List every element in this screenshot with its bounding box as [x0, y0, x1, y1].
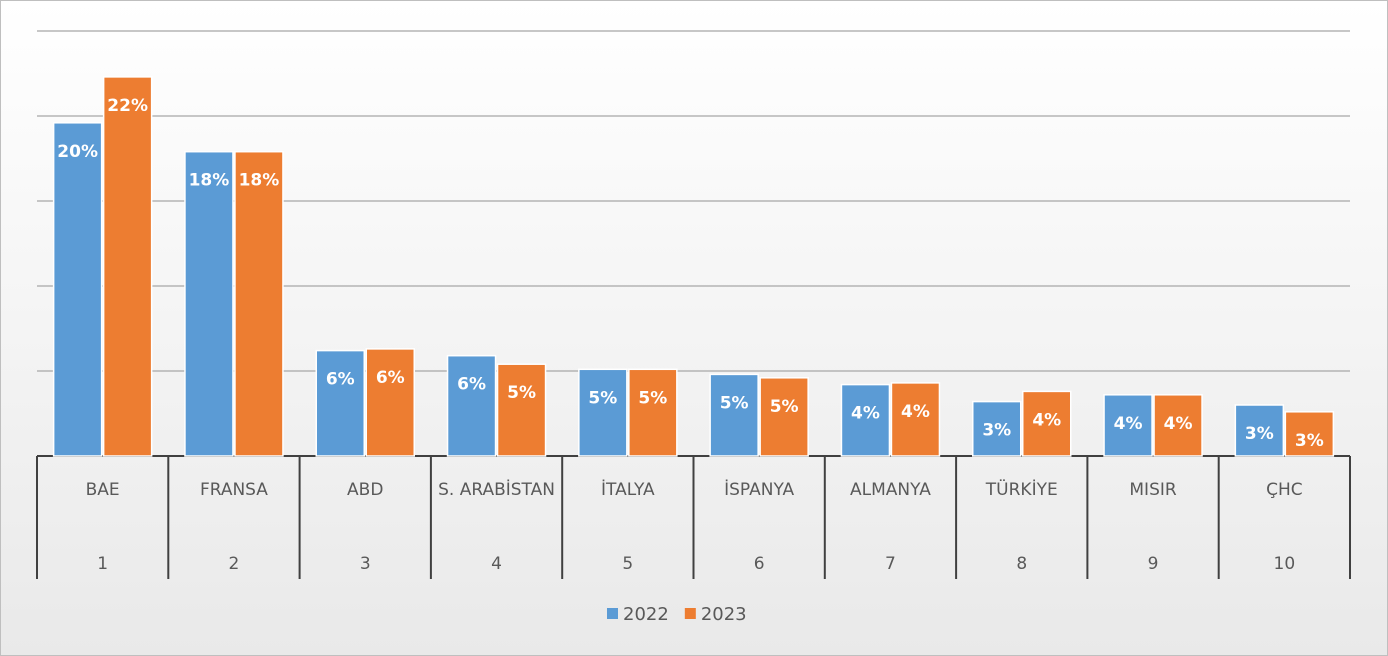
legend-swatch — [607, 608, 618, 619]
rank-label: 5 — [622, 554, 634, 574]
value-label: 4% — [901, 402, 930, 422]
legend-label: 2022 — [623, 604, 669, 625]
value-label: 5% — [720, 393, 749, 413]
value-label: 6% — [457, 375, 486, 395]
value-label: 5% — [638, 388, 667, 408]
value-label: 5% — [507, 383, 536, 403]
rank-label: 8 — [1016, 554, 1028, 574]
value-label: 5% — [588, 388, 617, 408]
rank-label: 9 — [1147, 554, 1159, 574]
rank-label: 4 — [491, 554, 502, 574]
bar — [628, 368, 678, 457]
bar — [365, 348, 415, 457]
rank-label: 2 — [228, 554, 240, 574]
rank-label: 1 — [97, 554, 109, 574]
bar — [496, 363, 547, 457]
bar — [1022, 390, 1072, 457]
x-tick-label: MISIR — [1129, 480, 1177, 500]
value-label: 3% — [982, 421, 1011, 441]
bar — [184, 150, 234, 457]
x-tick-label: FRANSA — [199, 480, 268, 500]
rank-label: 7 — [885, 554, 896, 574]
bar — [234, 150, 284, 457]
value-label: 3% — [1245, 424, 1274, 444]
x-tick-label: İSPANYA — [724, 480, 795, 500]
value-label: 22% — [107, 96, 148, 116]
bar — [759, 377, 809, 457]
bar — [52, 122, 103, 457]
value-label: 4% — [851, 404, 880, 424]
legend-swatch — [684, 608, 696, 619]
x-tick-label: ÇHC — [1266, 480, 1303, 500]
value-label: 5% — [770, 397, 799, 417]
x-tick-label: TÜRKİYE — [985, 480, 1058, 500]
rank-label: 6 — [753, 554, 765, 574]
value-label: 6% — [326, 370, 355, 390]
rank-label: 3 — [359, 554, 371, 574]
bar — [102, 76, 153, 457]
bar — [840, 383, 891, 457]
x-tick-label: S. ARABİSTAN — [438, 480, 555, 500]
value-label: 4% — [1164, 414, 1193, 434]
value-label: 4% — [1032, 410, 1061, 430]
bar — [315, 349, 365, 457]
x-tick-label: BAE — [85, 480, 120, 500]
legend-label: 2023 — [701, 604, 747, 625]
bar — [890, 382, 941, 457]
value-label: 18% — [239, 171, 280, 191]
rank-label: 10 — [1273, 554, 1296, 574]
bar — [1103, 394, 1153, 457]
value-label: 20% — [57, 142, 98, 162]
value-label: 4% — [1114, 414, 1143, 434]
bar — [446, 354, 497, 457]
bar — [709, 373, 759, 457]
value-label: 18% — [189, 171, 230, 191]
value-label: 6% — [376, 368, 405, 388]
value-label: 3% — [1295, 431, 1324, 451]
bar — [1153, 394, 1203, 457]
x-tick-label: ABD — [347, 480, 384, 500]
bar — [972, 400, 1022, 457]
x-tick-label: İTALYA — [601, 480, 655, 500]
x-tick-label: ALMANYA — [850, 480, 931, 500]
bar — [1234, 404, 1285, 457]
bar — [1284, 411, 1335, 457]
bar — [578, 368, 628, 457]
